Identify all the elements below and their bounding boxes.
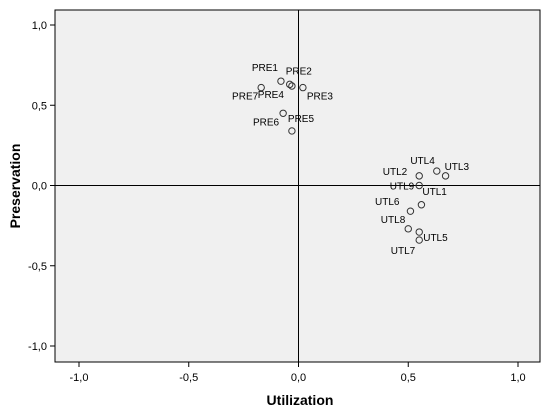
point-label: PRE4	[258, 90, 285, 101]
x-tick-label: 1,0	[510, 372, 525, 384]
point-label: UTL2	[383, 167, 408, 178]
data-point	[433, 167, 441, 175]
y-tick-label: 1,0	[32, 20, 47, 32]
point-label: UTL4	[410, 156, 435, 167]
point-label: PRE2	[286, 66, 313, 77]
data-point	[257, 83, 265, 92]
data-point	[417, 201, 426, 209]
point-labels: PRE1 PRE2 PRE3 PRE4 PRE5 PRE6 PRE7 UTL1 UTL2 UTL3…	[232, 63, 469, 257]
data-point	[288, 82, 296, 90]
y-tick-label: 0,5	[32, 100, 47, 112]
x-tick-label: 0,5	[401, 372, 416, 384]
point-label: UTL6	[375, 197, 400, 208]
point-label: PRE3	[307, 92, 334, 103]
x-tick-label: -0,5	[179, 372, 198, 384]
y-tick-label: -1,0	[28, 341, 47, 353]
data-point	[277, 77, 285, 85]
data-point	[415, 236, 423, 244]
data-point	[299, 83, 307, 92]
point-label: PRE5	[288, 114, 315, 125]
point-label: UTL7	[391, 246, 416, 257]
data-point	[279, 109, 287, 117]
x-tick-label: -1,0	[70, 372, 89, 384]
reference-lines	[55, 10, 540, 362]
axis-ticks: -1,0 -0,5 0,0 0,5 1,0 1,0 0,5 0,0 -0,5 -1,0	[28, 20, 526, 384]
data-point	[286, 80, 294, 89]
point-label: PRE7	[232, 92, 259, 103]
point-label: UTL3	[445, 162, 470, 173]
x-axis-title: Utilization	[267, 392, 334, 408]
data-points	[257, 77, 450, 244]
point-label: UTL1	[422, 187, 447, 198]
x-tick-label: 0,0	[291, 372, 306, 384]
data-point	[406, 207, 415, 215]
data-point	[441, 172, 450, 180]
y-tick-label: -0,5	[28, 261, 47, 273]
data-point	[415, 181, 423, 190]
point-label: PRE1	[252, 63, 279, 74]
y-tick-label: 0,0	[32, 181, 47, 193]
point-label: PRE6	[253, 117, 280, 128]
point-label: UTL5	[423, 233, 448, 244]
y-axis-title: Preservation	[7, 144, 23, 229]
data-point	[415, 172, 423, 180]
point-label: UTL8	[381, 215, 406, 226]
data-point	[288, 127, 296, 135]
data-point	[415, 228, 423, 236]
point-label: UTL9	[390, 182, 415, 193]
data-point	[404, 225, 412, 233]
